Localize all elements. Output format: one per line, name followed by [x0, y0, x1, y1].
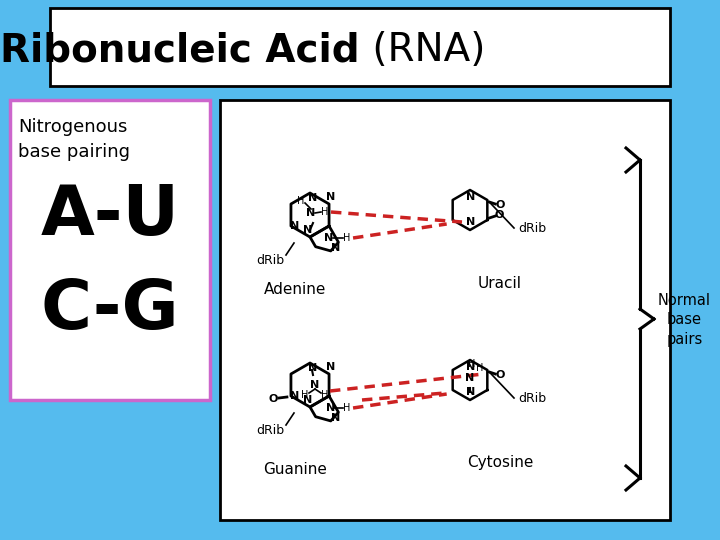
- Text: N: N: [308, 193, 318, 203]
- Text: N: N: [303, 395, 312, 405]
- Text: (RNA): (RNA): [360, 31, 485, 69]
- Text: dRib: dRib: [518, 392, 546, 404]
- Bar: [10, 100, 210, 400]
- Text: Normal
base
pairs: Normal base pairs: [658, 293, 711, 347]
- Text: H: H: [301, 390, 309, 400]
- Text: dRib: dRib: [256, 423, 284, 436]
- Text: N: N: [326, 192, 336, 202]
- Text: H: H: [468, 359, 476, 369]
- Text: Cytosine: Cytosine: [467, 456, 534, 470]
- Text: N: N: [308, 363, 318, 373]
- Text: N: N: [290, 221, 300, 231]
- Text: N: N: [467, 362, 476, 372]
- Text: O: O: [495, 370, 505, 380]
- Text: dRib: dRib: [256, 253, 284, 267]
- Text: N: N: [307, 208, 315, 218]
- Text: C-G: C-G: [41, 276, 179, 343]
- Text: O: O: [495, 210, 504, 220]
- Text: N: N: [310, 380, 320, 390]
- Text: O: O: [495, 200, 505, 210]
- Bar: [220, 100, 670, 520]
- Text: Adenine: Adenine: [264, 282, 326, 298]
- Text: A-U: A-U: [40, 181, 179, 248]
- Text: N: N: [331, 413, 341, 423]
- Text: Nitrogenous: Nitrogenous: [18, 118, 127, 136]
- Text: N: N: [325, 233, 333, 243]
- Text: H: H: [477, 363, 484, 373]
- Text: O: O: [269, 394, 278, 404]
- Text: H: H: [321, 390, 329, 400]
- Text: dRib: dRib: [518, 221, 546, 234]
- Text: N: N: [290, 391, 300, 401]
- Text: N: N: [326, 403, 336, 413]
- Text: N: N: [465, 373, 474, 383]
- Text: N: N: [467, 192, 476, 202]
- Text: H: H: [343, 233, 351, 243]
- Text: H: H: [321, 207, 329, 217]
- Text: N: N: [303, 225, 312, 235]
- Text: N: N: [467, 217, 476, 227]
- Text: Guanine: Guanine: [263, 462, 327, 477]
- Text: H: H: [297, 196, 305, 206]
- Bar: [50, 8, 670, 86]
- Text: H: H: [343, 403, 351, 413]
- Text: Uracil: Uracil: [478, 275, 522, 291]
- Text: N: N: [326, 362, 336, 372]
- Text: Ribonucleic Acid: Ribonucleic Acid: [1, 31, 360, 69]
- Text: base pairing: base pairing: [18, 143, 130, 161]
- Text: N: N: [331, 243, 341, 253]
- Text: N: N: [467, 387, 476, 397]
